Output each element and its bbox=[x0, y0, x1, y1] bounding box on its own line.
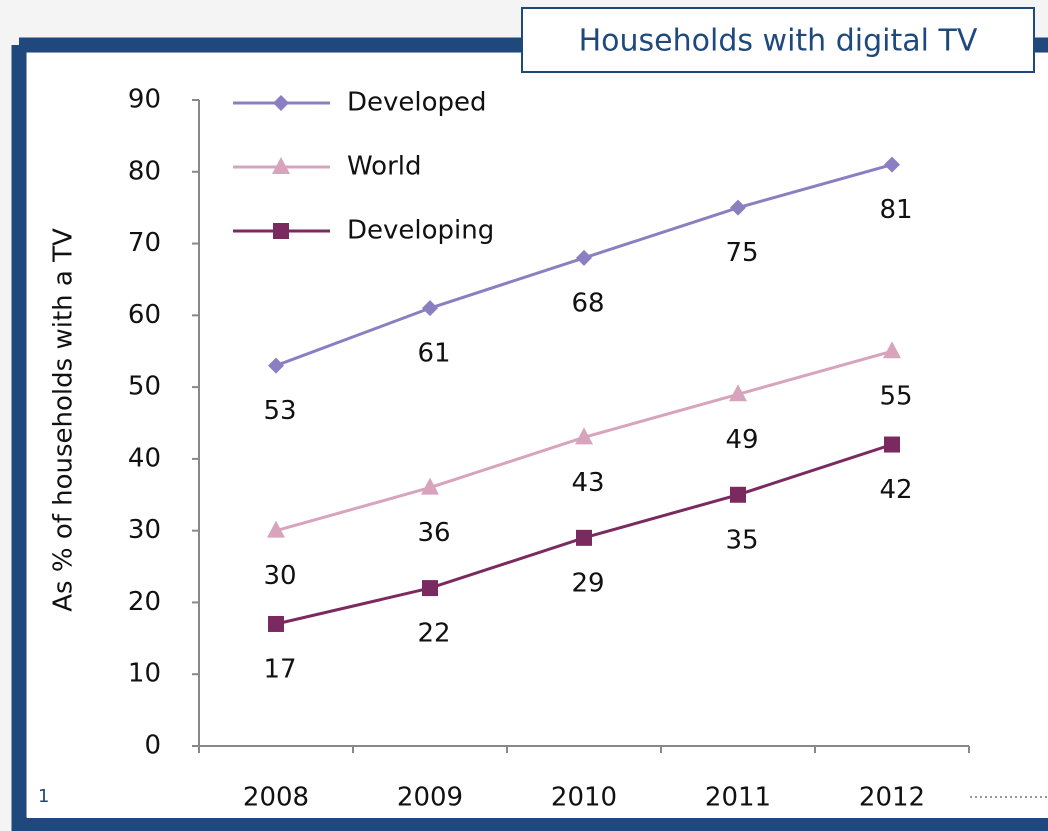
y-tick-label: 50 bbox=[128, 372, 161, 402]
data-point bbox=[576, 529, 592, 546]
legend-label: Developing bbox=[347, 216, 494, 246]
title-box bbox=[521, 7, 1035, 73]
y-tick-label: 0 bbox=[144, 731, 161, 761]
x-tick-label: 2010 bbox=[551, 783, 617, 813]
data-label: 55 bbox=[879, 382, 912, 412]
data-label: 22 bbox=[417, 619, 450, 649]
data-point bbox=[883, 341, 901, 359]
y-tick-label: 40 bbox=[128, 443, 161, 473]
data-label: 68 bbox=[571, 288, 604, 318]
x-tick-label: 2012 bbox=[859, 783, 925, 813]
data-point bbox=[268, 615, 284, 632]
data-label: 49 bbox=[725, 425, 758, 455]
legend-marker bbox=[272, 157, 290, 174]
data-label: 75 bbox=[725, 238, 758, 268]
data-label: 53 bbox=[263, 396, 296, 426]
content-area bbox=[27, 53, 1048, 818]
data-point bbox=[729, 384, 747, 402]
data-label: 36 bbox=[417, 518, 450, 548]
data-point bbox=[421, 477, 439, 495]
legend-marker bbox=[273, 95, 289, 111]
data-point bbox=[730, 199, 746, 216]
data-point bbox=[575, 427, 593, 445]
data-label: 30 bbox=[263, 561, 296, 591]
legend-label: World bbox=[347, 152, 422, 182]
data-point bbox=[422, 580, 438, 597]
y-tick-label: 90 bbox=[128, 85, 161, 115]
legend-marker bbox=[273, 223, 289, 239]
x-tick-label: 2009 bbox=[397, 783, 463, 813]
x-tick-label: 2011 bbox=[705, 783, 771, 813]
data-point bbox=[730, 486, 746, 503]
data-label: 29 bbox=[571, 568, 604, 598]
x-tick-label: 2008 bbox=[243, 783, 309, 813]
y-axis-label: As % of households with a TV bbox=[49, 228, 79, 612]
data-label: 42 bbox=[879, 475, 912, 505]
y-tick-label: 30 bbox=[128, 515, 161, 545]
data-label: 35 bbox=[725, 525, 758, 555]
data-point bbox=[576, 249, 592, 266]
data-point bbox=[422, 300, 438, 317]
y-tick-label: 80 bbox=[128, 156, 161, 186]
y-tick-label: 10 bbox=[128, 659, 161, 689]
data-point bbox=[267, 520, 285, 538]
data-label: 61 bbox=[417, 339, 450, 369]
data-label: 81 bbox=[879, 195, 912, 225]
y-tick-label: 70 bbox=[128, 228, 161, 258]
data-point bbox=[884, 436, 900, 453]
chart-title: Households with digital TV bbox=[579, 24, 978, 59]
data-point bbox=[884, 156, 900, 173]
legend-label: Developed bbox=[347, 88, 487, 118]
data-label: 43 bbox=[571, 468, 604, 498]
y-tick-label: 20 bbox=[128, 587, 161, 617]
y-tick-label: 60 bbox=[128, 300, 161, 330]
data-point bbox=[268, 357, 284, 374]
slide-number: 1 bbox=[38, 786, 49, 807]
data-label: 17 bbox=[263, 654, 296, 684]
